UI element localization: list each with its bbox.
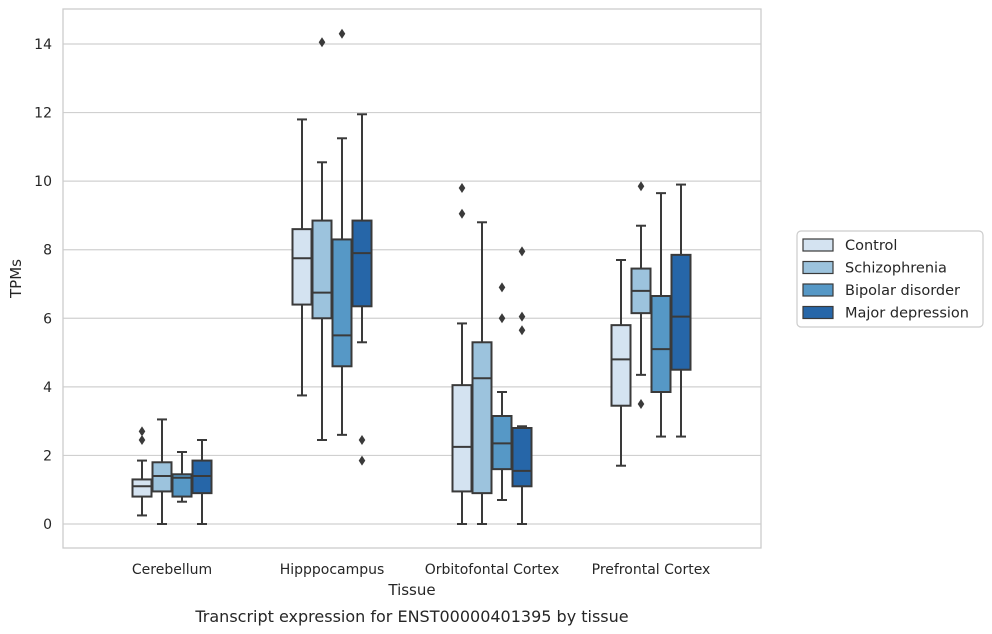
box-groups bbox=[131, 28, 692, 525]
x-tick-label: Orbitofontal Cortex bbox=[425, 562, 560, 578]
y-tick-label: 4 bbox=[43, 380, 52, 396]
box bbox=[491, 282, 513, 501]
box bbox=[151, 418, 173, 525]
box bbox=[131, 426, 153, 517]
outlier-point bbox=[518, 246, 526, 257]
legend-swatch bbox=[802, 260, 834, 275]
plot-frame bbox=[62, 8, 762, 549]
outlier-point bbox=[458, 183, 466, 193]
series-control bbox=[131, 118, 632, 525]
x-tick-label: Cerebellum bbox=[132, 562, 212, 578]
box bbox=[630, 181, 652, 409]
legend-swatch bbox=[802, 283, 834, 297]
box bbox=[610, 259, 632, 467]
box bbox=[670, 183, 692, 438]
box bbox=[511, 246, 533, 525]
legend-label: Control bbox=[845, 238, 897, 254]
outlier-point bbox=[498, 313, 506, 324]
outlier-point bbox=[318, 37, 326, 48]
x-tick-labels: Cerebellum Hipppocampus Orbitofontal Corte… bbox=[132, 562, 710, 578]
legend-label: Schizophrenia bbox=[845, 261, 947, 277]
outlier-point bbox=[138, 435, 146, 445]
series-schizophrenia bbox=[151, 37, 652, 525]
outlier-point bbox=[338, 28, 346, 39]
y-tick-label: 6 bbox=[43, 311, 52, 327]
outlier-point bbox=[637, 181, 645, 192]
iqr-box bbox=[670, 253, 692, 371]
iqr-box bbox=[351, 219, 373, 308]
box bbox=[291, 118, 313, 397]
outlier-point bbox=[358, 435, 366, 445]
box bbox=[451, 183, 473, 525]
y-tick-label: 2 bbox=[43, 448, 52, 464]
legend-swatch bbox=[802, 238, 834, 252]
y-tick-label: 12 bbox=[34, 106, 52, 122]
y-tick-label: 0 bbox=[43, 517, 52, 533]
iqr-box bbox=[610, 324, 632, 407]
iqr-box bbox=[650, 295, 672, 393]
outlier-point bbox=[498, 282, 506, 293]
y-tick-label: 8 bbox=[43, 243, 52, 259]
y-axis-label: TPMs bbox=[7, 259, 25, 299]
iqr-box bbox=[471, 341, 493, 495]
box bbox=[331, 28, 353, 436]
x-tick-label: Hipppocampus bbox=[280, 562, 385, 578]
chart-caption: Transcript expression for ENST0000040139… bbox=[194, 607, 628, 626]
gridlines bbox=[63, 43, 761, 525]
box bbox=[650, 192, 672, 438]
legend-label: Bipolar disorder bbox=[845, 283, 960, 299]
box bbox=[351, 113, 373, 466]
iqr-box bbox=[451, 384, 473, 493]
series-bipolar-disorder bbox=[171, 28, 672, 503]
legend: Control Schizophrenia Bipolar disorder Majo… bbox=[796, 230, 984, 328]
x-axis-label: Tissue bbox=[387, 581, 435, 599]
outlier-point bbox=[518, 325, 526, 336]
y-tick-label: 14 bbox=[34, 37, 52, 53]
outlier-point bbox=[637, 399, 645, 409]
x-tick-label: Prefrontal Cortex bbox=[592, 562, 711, 578]
outlier-point bbox=[358, 455, 366, 466]
iqr-box bbox=[511, 427, 533, 488]
legend-swatch bbox=[802, 305, 834, 320]
iqr-box bbox=[131, 478, 153, 498]
outlier-point bbox=[138, 426, 146, 437]
y-tick-label: 10 bbox=[34, 174, 52, 190]
box bbox=[311, 37, 333, 441]
iqr-box bbox=[291, 228, 313, 306]
outlier-point bbox=[518, 311, 526, 322]
box bbox=[171, 451, 193, 503]
iqr-box bbox=[311, 219, 333, 320]
y-tick-labels: 0 2 4 6 8 10 12 14 bbox=[34, 37, 52, 533]
legend-label: Major depression bbox=[845, 306, 969, 322]
box bbox=[471, 221, 493, 525]
outlier-point bbox=[458, 208, 466, 219]
legend-frame bbox=[796, 230, 984, 328]
series-major-depression bbox=[191, 113, 692, 525]
box bbox=[191, 439, 213, 525]
iqr-box bbox=[331, 238, 353, 368]
